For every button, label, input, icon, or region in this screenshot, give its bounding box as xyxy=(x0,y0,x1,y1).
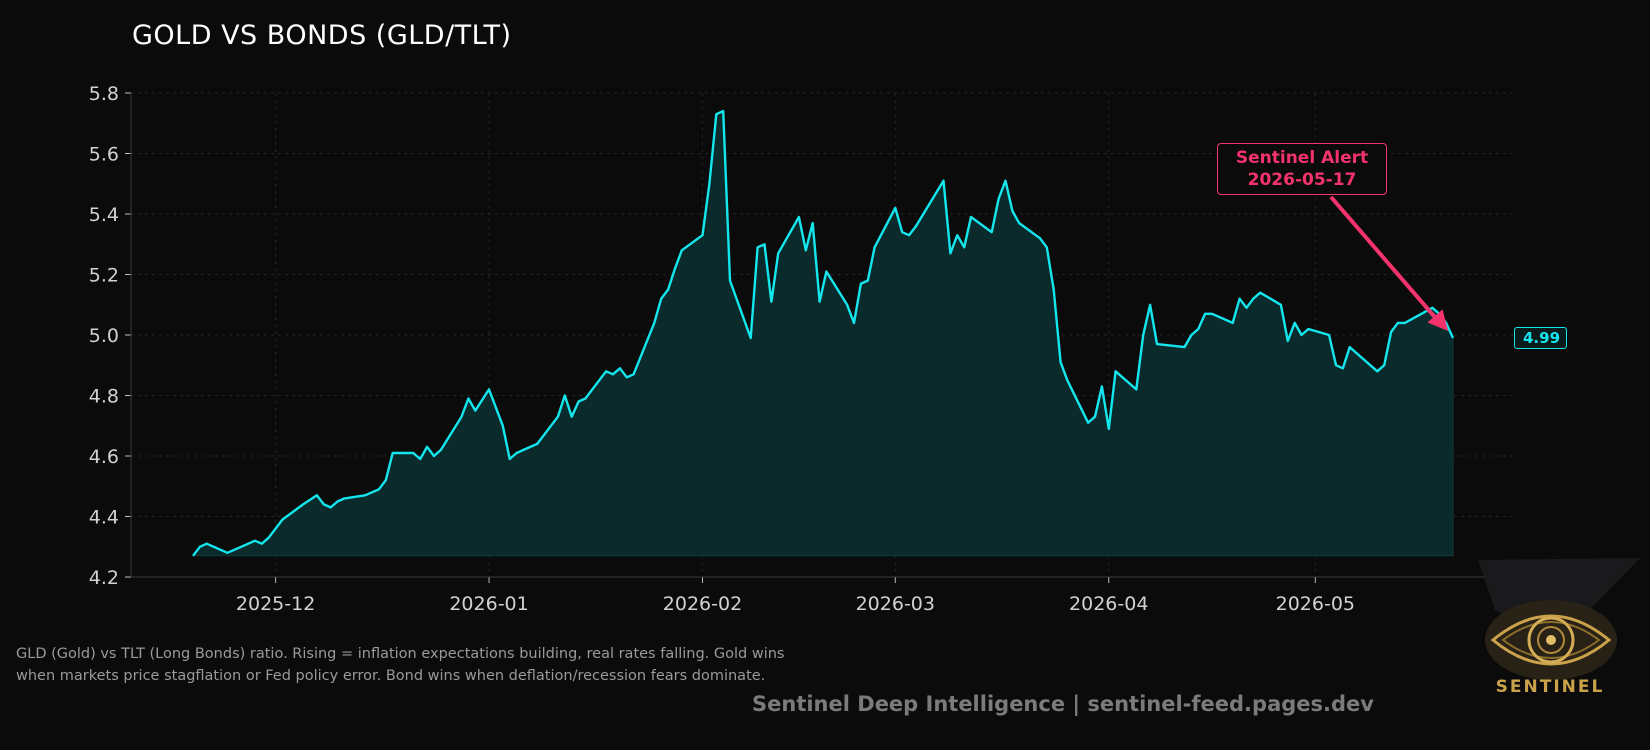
plot-area xyxy=(191,109,1455,557)
ratio-line xyxy=(192,109,1455,557)
y-tick-label: 4.6 xyxy=(89,446,119,468)
chart-title: GOLD VS BONDS (GLD/TLT) xyxy=(132,20,512,51)
axes: 4.2 4.4 4.6 4.8 5.0 5.2 5.4 5.6 5.8 2025-12 2026-0… xyxy=(89,83,1515,615)
y-tick-label: 5.0 xyxy=(89,325,119,347)
y-tick-label: 4.2 xyxy=(89,567,119,589)
last-value-badge: 4.99 xyxy=(1514,327,1568,349)
y-tick-label: 5.6 xyxy=(89,144,119,166)
alert-arrow-head xyxy=(1427,309,1449,331)
brand-wordmark: SENTINEL xyxy=(1495,677,1605,697)
x-tick-label: 2026-03 xyxy=(856,593,935,615)
x-tick-label: 2026-02 xyxy=(663,593,742,615)
alert-date: 2026-05-17 xyxy=(1247,170,1357,190)
footer-attribution: Sentinel Deep Intelligence | sentinel-fe… xyxy=(752,692,1374,716)
annotation-layer xyxy=(1329,195,1449,331)
y-tick-label: 5.2 xyxy=(89,265,119,287)
alert-arrow-shaft xyxy=(1329,195,1440,323)
x-tick-label: 2026-01 xyxy=(449,593,528,615)
chart-caption: GLD (Gold) vs TLT (Long Bonds) ratio. Ri… xyxy=(16,646,785,684)
y-tick-label: 5.8 xyxy=(89,83,119,105)
eye-logo-icon xyxy=(1478,558,1640,680)
y-tick-label: 4.8 xyxy=(89,386,119,408)
x-tick-label: 2026-05 xyxy=(1276,593,1355,615)
x-tick-label: 2026-04 xyxy=(1069,593,1148,615)
y-tick-label: 5.4 xyxy=(89,204,119,226)
y-tick-label: 4.4 xyxy=(89,507,119,529)
alert-title: Sentinel Alert xyxy=(1235,148,1369,168)
sentinel-alert-annotation: Sentinel Alert 2026-05-17 xyxy=(1217,143,1387,195)
x-tick-label: 2025-12 xyxy=(236,593,315,615)
